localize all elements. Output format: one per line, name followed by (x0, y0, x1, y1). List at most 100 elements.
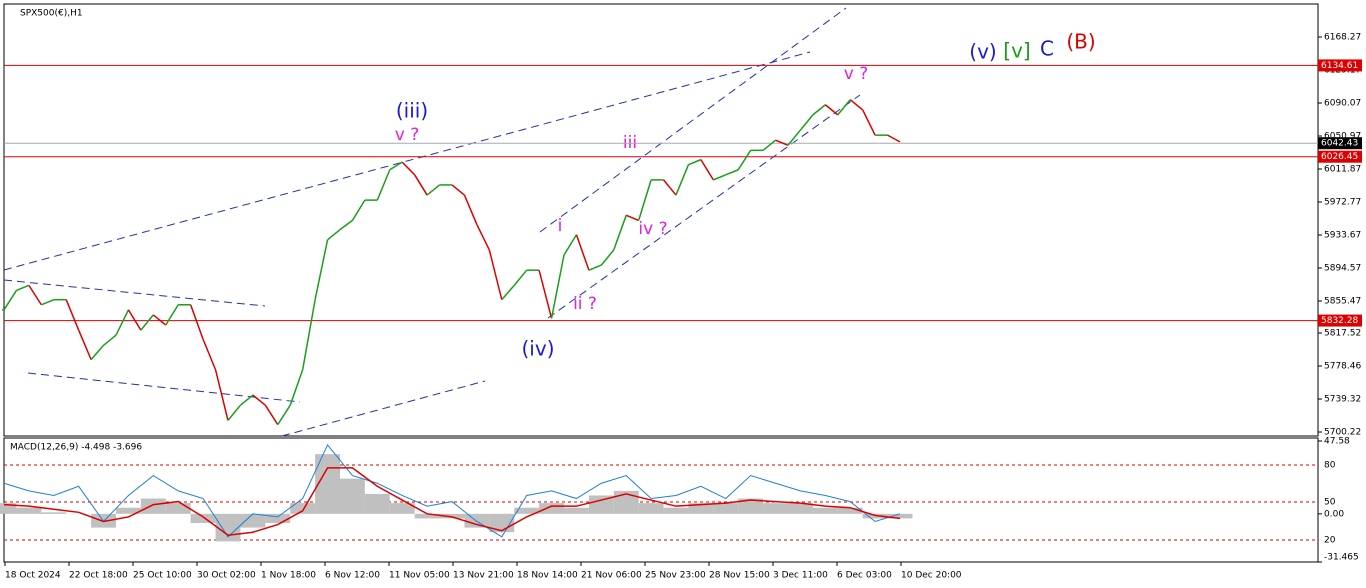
price-segment (837, 99, 851, 116)
macd-bar (364, 493, 390, 514)
level-label: 20 (1324, 536, 1336, 546)
price-segment (575, 234, 590, 271)
price-segment (538, 269, 553, 319)
price-segment (513, 269, 528, 286)
macd-bar (464, 513, 490, 528)
price-segment (675, 164, 690, 196)
y-tick-label: 5972.77 (1324, 198, 1361, 208)
y-tick-label: 5700.22 (1324, 428, 1361, 438)
macd-bar (862, 513, 888, 519)
x-tick-label: 18 Nov 14:00 (517, 571, 578, 581)
y-tick-label: 5855.47 (1324, 296, 1361, 306)
macd-bar (116, 507, 141, 514)
wave-label: i (558, 216, 563, 236)
macd-bar (788, 503, 813, 514)
price-segment (152, 314, 167, 326)
price-segment (214, 369, 229, 421)
wave-label: (v) (969, 40, 996, 64)
macd-bar (713, 503, 739, 514)
price-segment (3, 290, 18, 311)
price-segment (799, 114, 814, 131)
macd-bar (539, 503, 564, 514)
price-segment (588, 264, 602, 271)
x-tick-label: 30 Oct 02:00 (197, 571, 256, 581)
price-label: 6134.61 (1321, 61, 1358, 71)
price-segment (90, 344, 105, 361)
price-label: 5832.28 (1321, 316, 1358, 326)
y-tick-label: 5778.46 (1324, 361, 1361, 371)
price-segment (550, 254, 565, 319)
price-segment (351, 199, 366, 221)
macd-bar (290, 503, 316, 514)
price-segment (239, 394, 254, 406)
price-segment (227, 404, 242, 421)
macd-bar (763, 503, 788, 514)
y-tick-label: 5739.32 (1324, 395, 1361, 405)
price-label-box (1318, 137, 1362, 150)
price-segment (426, 184, 441, 196)
price-segment (77, 329, 92, 360)
macd-title: MACD(12,26,9) -4.498 -3.696 (10, 443, 142, 453)
x-tick-label: 25 Oct 10:00 (133, 571, 192, 581)
price-segment (451, 184, 465, 196)
price-segment (600, 249, 615, 266)
y-tick-label: 6090.07 (1324, 99, 1361, 109)
x-tick-label: 28 Nov 15:00 (709, 571, 770, 581)
price-segment (713, 174, 727, 181)
price-segment (277, 404, 291, 426)
price-segment (637, 179, 652, 221)
macd-bar (812, 507, 838, 514)
macd-bar (190, 513, 216, 524)
macd-bar (41, 512, 67, 514)
price-segment (775, 139, 789, 146)
macd-panel (3, 437, 1319, 563)
x-tick-label: 18 Oct 2024 (5, 571, 61, 581)
x-tick-label: 1 Nov 18:00 (261, 571, 316, 581)
x-tick-label: 6 Dec 03:00 (837, 571, 892, 581)
price-segment (16, 284, 30, 292)
macd-bar (389, 503, 415, 514)
x-tick-label: 11 Nov 05:00 (389, 571, 450, 581)
price-segment (488, 249, 503, 300)
x-tick-label: 3 Dec 11:00 (773, 571, 828, 581)
price-segment (389, 161, 403, 171)
macd-bar (588, 495, 614, 514)
price-segment (563, 234, 578, 256)
y-tick-label: 5933.67 (1324, 231, 1361, 241)
price-segment (127, 309, 142, 331)
macd-bar (315, 454, 340, 514)
macd-bar (340, 478, 365, 514)
price-label: 6042.43 (1321, 139, 1358, 149)
price-segment (861, 109, 876, 136)
price-segment (376, 169, 391, 201)
x-tick-label: 10 Dec 20:00 (901, 571, 962, 581)
price-segment (762, 139, 777, 151)
macd-bar (663, 507, 689, 514)
price-segment (41, 299, 55, 306)
chart-title: SPX500(€),H1 (20, 9, 83, 19)
macd-bar (887, 513, 913, 519)
level-label: 50 (1324, 498, 1336, 508)
price-segment (688, 158, 702, 166)
signal-line (3, 467, 901, 537)
price-segment (103, 334, 117, 346)
y-tick-label: 47.58 (1324, 437, 1350, 447)
price-segment (887, 134, 901, 143)
price-segment (115, 309, 130, 336)
price-segment (463, 194, 478, 225)
wave-label: [v] (1003, 39, 1030, 63)
price-segment (849, 99, 864, 111)
level-label: 80 (1324, 461, 1336, 471)
price-segment (301, 299, 316, 370)
price-label-box (1318, 150, 1362, 163)
price-segment (140, 314, 154, 331)
price-segment (476, 224, 491, 251)
price-label-box (1318, 59, 1362, 72)
macd-bar (265, 513, 291, 524)
price-segment (28, 284, 42, 306)
price-segment (264, 404, 279, 426)
price-segment (824, 104, 839, 116)
price-segment (787, 129, 802, 146)
price-segment (339, 219, 353, 231)
price-segment (314, 239, 329, 300)
